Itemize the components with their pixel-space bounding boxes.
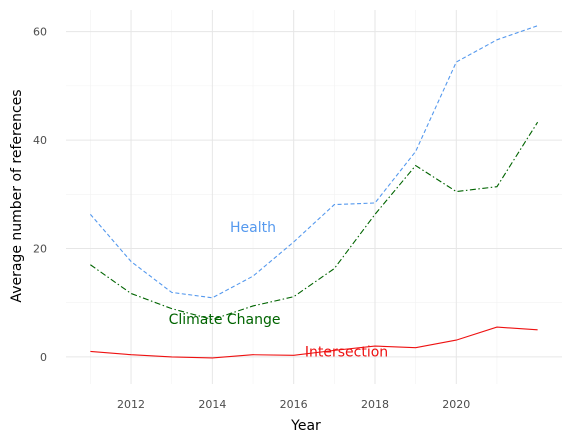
x-tick-label: 2014 — [198, 398, 226, 411]
series-labels: Health Climate Change Intersection — [169, 220, 389, 361]
series-label-health: Health — [230, 220, 276, 236]
major-gridlines — [66, 10, 562, 384]
x-tick-label: 2016 — [280, 398, 308, 411]
y-tick-label: 40 — [33, 134, 47, 147]
series-label-climate-change: Climate Change — [169, 312, 281, 328]
x-tick-label: 2012 — [117, 398, 145, 411]
series-label-intersection: Intersection — [305, 344, 388, 360]
x-tick-label: 2020 — [442, 398, 470, 411]
series-line-climate-change — [90, 121, 539, 321]
y-tick-label: 60 — [33, 26, 47, 39]
y-tick-label: 20 — [33, 242, 47, 255]
y-axis-title: Average number of references — [9, 89, 25, 302]
series-line-health — [89, 25, 538, 299]
series-lines — [89, 25, 539, 359]
x-axis-ticks: 2012 2014 2016 2018 2020 — [117, 398, 470, 411]
x-tick-label: 2018 — [361, 398, 389, 411]
y-axis-ticks: 0 20 40 60 — [33, 26, 47, 364]
series-line-intersection — [90, 326, 538, 359]
y-tick-label: 0 — [40, 351, 47, 364]
minor-gridlines — [66, 10, 562, 384]
x-axis-title: Year — [290, 418, 321, 434]
